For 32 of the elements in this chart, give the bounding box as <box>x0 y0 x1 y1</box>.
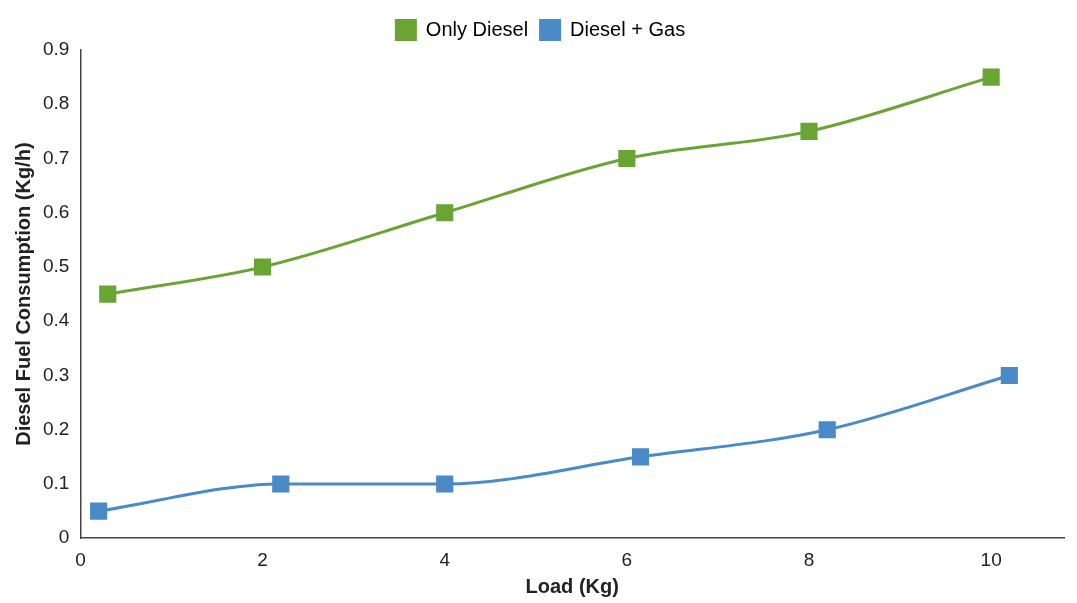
y-axis-title: Diesel Fuel Consumption (Kg/h) <box>11 142 34 446</box>
y-tick-label: 0.2 <box>42 417 70 439</box>
point <box>436 204 454 222</box>
legend-label: Only Diesel <box>425 17 529 40</box>
y-tick-label: 0 <box>58 526 70 548</box>
point <box>618 149 636 168</box>
x-tick-label: 8 <box>803 548 815 570</box>
y-tick-label: 0.4 <box>42 309 70 331</box>
y-tick-label: 0.7 <box>42 146 70 168</box>
y-tick-label: 0.1 <box>42 472 70 494</box>
point <box>631 448 650 466</box>
x-tick-label: 4 <box>439 548 451 570</box>
y-tick-label: 0.8 <box>42 92 70 114</box>
legend-label: Diesel + Gas <box>570 17 686 40</box>
x-tick-label: 2 <box>257 548 268 570</box>
point <box>99 285 117 303</box>
point <box>436 475 454 493</box>
point <box>253 258 272 276</box>
point <box>982 68 1000 86</box>
point <box>272 475 290 493</box>
y-tick-label: 0.6 <box>42 200 70 222</box>
point <box>818 421 836 439</box>
x-tick-label: 0 <box>75 548 86 570</box>
y-tick-label: 0.5 <box>42 255 70 277</box>
point <box>800 122 818 140</box>
point <box>90 502 108 520</box>
x-tick-label: 10 <box>980 548 1002 570</box>
x-tick-label: 6 <box>621 548 633 570</box>
y-tick-label: 0.3 <box>42 363 70 385</box>
point <box>1000 366 1018 385</box>
x-axis-title: Load (Kg) <box>525 574 619 597</box>
y-tick-label: 0.9 <box>42 38 70 60</box>
